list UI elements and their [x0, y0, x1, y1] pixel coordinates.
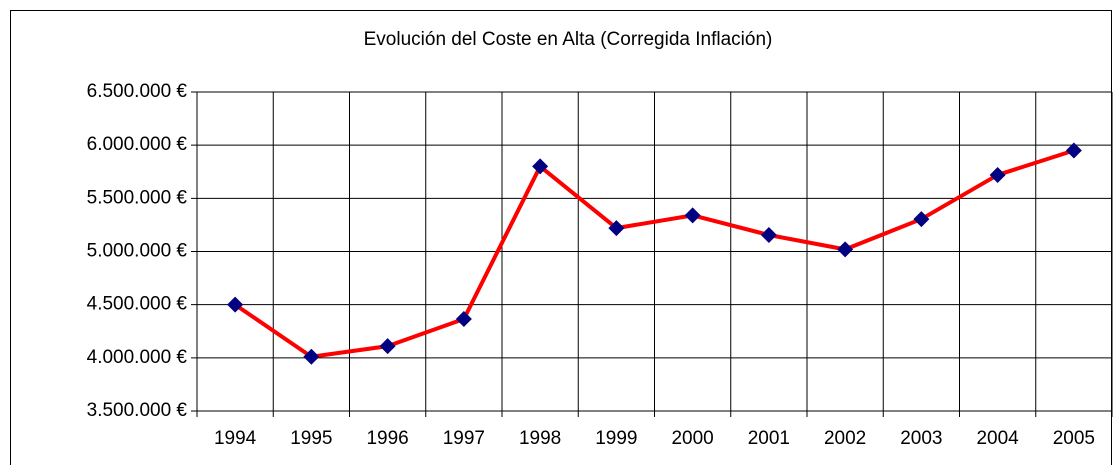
- data-point: [760, 227, 777, 244]
- x-tick-label: 2001: [748, 428, 790, 449]
- chart-border: [10, 10, 1112, 465]
- series-line: [233, 148, 1075, 359]
- data-point: [837, 241, 854, 258]
- x-tick-label: 2000: [671, 428, 713, 449]
- chart-title: Evolución del Coste en Alta (Corregida I…: [364, 29, 773, 50]
- x-tick-label: 1999: [595, 428, 637, 449]
- x-tick-label: 2005: [1053, 428, 1095, 449]
- y-tick-label: 5.000.000 €: [87, 241, 188, 262]
- data-point: [532, 158, 549, 175]
- x-tick-label: 2002: [824, 428, 866, 449]
- x-tick-label: 2003: [900, 428, 942, 449]
- y-tick-label: 6.000.000 €: [87, 134, 188, 155]
- x-tick-label: 1995: [290, 428, 332, 449]
- data-point: [227, 296, 244, 313]
- data-point: [684, 207, 701, 224]
- y-tick-label: 3.500.000 €: [87, 400, 188, 421]
- data-point: [1065, 142, 1082, 159]
- data-point: [989, 166, 1006, 183]
- data-point: [303, 348, 320, 365]
- data-point: [379, 338, 396, 355]
- x-tick-label: 1994: [214, 428, 257, 449]
- y-tick-label: 4.500.000 €: [87, 294, 188, 315]
- x-tick-label: 1997: [443, 428, 485, 449]
- x-tick-label: 2004: [976, 428, 1019, 449]
- y-tick-label: 6.500.000 €: [87, 81, 188, 102]
- x-tick-label: 1996: [366, 428, 408, 449]
- data-point: [913, 211, 930, 228]
- x-tick-label: 1998: [519, 428, 561, 449]
- data-point: [608, 220, 625, 237]
- data-point: [455, 311, 472, 328]
- y-tick-label: 4.000.000 €: [87, 347, 188, 368]
- y-tick-label: 5.500.000 €: [87, 187, 188, 208]
